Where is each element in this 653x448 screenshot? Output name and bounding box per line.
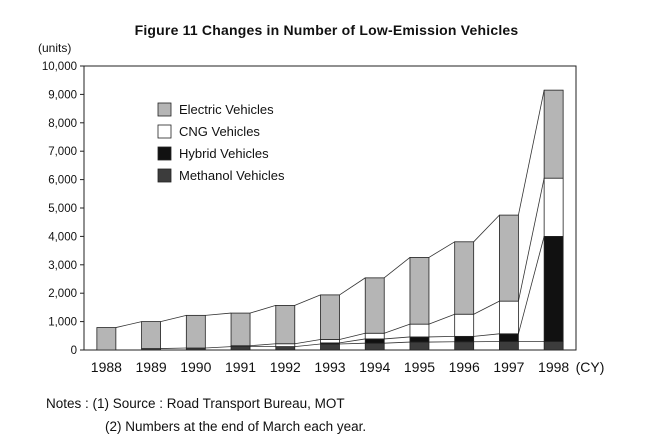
y-tick-label: 4,000	[48, 231, 77, 243]
connector-line-cng-vehicles	[250, 343, 276, 347]
y-tick-label: 9,000	[48, 89, 77, 101]
bar-cng-vehicles-1993	[320, 339, 340, 344]
y-tick-label: 5,000	[48, 203, 77, 215]
bar-methanol-vehicles-1997	[499, 341, 519, 351]
notes: Notes : (1) Source : Road Transport Bure…	[46, 392, 366, 438]
connector-line-methanol-vehicles	[339, 342, 366, 345]
bar-cng-vehicles-1994	[364, 332, 385, 340]
connector-line-electric-vehicles	[518, 90, 545, 216]
connector-line-electric-vehicles	[115, 321, 142, 328]
bar-cng-vehicles-1998	[543, 177, 564, 237]
legend-label-methanol-vehicles: Methanol Vehicles	[179, 168, 285, 183]
connector-line-cng-vehicles	[339, 332, 366, 340]
x-tick-label: 1991	[225, 359, 256, 375]
x-tick-label: 1992	[270, 359, 301, 375]
bar-hybrid-vehicles-1994	[364, 338, 385, 344]
bar-electric-vehicles-1994	[364, 277, 385, 334]
bar-methanol-vehicles-1998	[543, 341, 564, 351]
bar-electric-vehicles-1995	[409, 257, 430, 325]
note-reference-date: (2) Numbers at the end of March each yea…	[105, 419, 367, 434]
connector-line-electric-vehicles	[473, 214, 500, 243]
connector-line-cng-vehicles	[473, 300, 500, 315]
y-tick-label: 2,000	[48, 288, 77, 300]
bar-electric-vehicles-1988	[96, 327, 117, 351]
bar-methanol-vehicles-1994	[364, 342, 385, 351]
bar-methanol-vehicles-1996	[454, 341, 475, 351]
y-tick-label: 8,000	[48, 118, 77, 130]
bar-hybrid-vehicles-1997	[499, 333, 519, 342]
x-tick-label: 1996	[449, 359, 480, 375]
bar-electric-vehicles-1992	[275, 305, 296, 345]
y-tick-label: 1,000	[48, 317, 77, 329]
connector-line-hybrid-vehicles	[518, 236, 545, 334]
connector-line-electric-vehicles	[428, 241, 455, 258]
bar-methanol-vehicles-1991	[230, 346, 251, 351]
x-tick-label: 1990	[180, 359, 211, 375]
bar-hybrid-vehicles-1996	[454, 335, 475, 343]
note-source: Notes : (1) Source : Road Transport Bure…	[46, 396, 345, 411]
y-tick-label: 0	[71, 345, 77, 357]
legend-label-cng-vehicles: CNG Vehicles	[179, 124, 260, 139]
connector-line-electric-vehicles	[205, 312, 232, 316]
bar-electric-vehicles-1993	[320, 294, 340, 340]
x-tick-label: 1994	[359, 359, 390, 375]
y-tick-label: 7,000	[48, 146, 77, 158]
x-tick-label: 1989	[136, 359, 167, 375]
connector-line-electric-vehicles	[339, 277, 366, 296]
bar-electric-vehicles-1996	[454, 241, 475, 315]
legend-swatch-electric-vehicles	[157, 102, 172, 117]
connector-line-cng-vehicles	[294, 339, 321, 345]
connector-line-methanol-vehicles	[384, 341, 410, 344]
connector-line-hybrid-vehicles	[384, 336, 410, 340]
connector-line-cng-vehicles	[384, 323, 411, 334]
legend-label-hybrid-vehicles: Hybrid Vehicles	[179, 146, 269, 161]
y-axis-unit-label: (units)	[38, 41, 72, 55]
legend-swatch-cng-vehicles	[157, 124, 172, 139]
bar-cng-vehicles-1992	[275, 343, 296, 347]
legend-label-electric-vehicles: Electric Vehicles	[179, 102, 274, 117]
connector-line-methanol-vehicles	[294, 343, 321, 347]
connector-line-cng-vehicles	[428, 313, 455, 325]
connector-line-electric-vehicles	[383, 257, 411, 279]
bar-electric-vehicles-1989	[141, 321, 161, 349]
connector-line-hybrid-vehicles	[339, 338, 366, 344]
connector-line-electric-vehicles	[249, 305, 276, 314]
connector-line-hybrid-vehicles	[473, 333, 500, 337]
connector-line-electric-vehicles	[294, 294, 321, 306]
x-tick-label: 1988	[91, 359, 122, 375]
x-tick-label: 1995	[404, 359, 435, 375]
connector-line-electric-vehicles	[160, 314, 187, 322]
bar-cng-vehicles-1996	[454, 313, 475, 337]
connector-line-methanol-vehicles	[205, 346, 232, 349]
y-tick-label: 3,000	[48, 260, 77, 272]
bar-electric-vehicles-1991	[230, 312, 251, 347]
bar-electric-vehicles-1990	[185, 314, 206, 349]
bar-electric-vehicles-1997	[499, 214, 519, 302]
y-tick-label: 10,000	[42, 61, 77, 73]
bar-methanol-vehicles-1995	[409, 341, 430, 351]
bar-electric-vehicles-1998	[543, 89, 564, 179]
legend-swatch-hybrid-vehicles	[157, 146, 172, 161]
y-tick-label: 6,000	[48, 175, 77, 187]
bar-methanol-vehicles-1993	[320, 343, 340, 351]
legend-swatch-methanol-vehicles	[157, 168, 172, 183]
x-tick-label: 1993	[314, 359, 345, 375]
bar-methanol-vehicles-1992	[275, 346, 296, 351]
bar-cng-vehicles-1997	[499, 300, 519, 335]
bar-cng-vehicles-1995	[409, 323, 430, 338]
x-tick-label: 1997	[493, 359, 524, 375]
connector-line-hybrid-vehicles	[428, 335, 455, 338]
x-tick-label: 1998	[538, 359, 569, 375]
bar-hybrid-vehicles-1998	[543, 235, 564, 342]
chart-title: Figure 11 Changes in Number of Low-Emiss…	[134, 22, 519, 38]
x-axis-suffix-label: (CY)	[576, 359, 605, 375]
connector-line-cng-vehicles	[518, 178, 545, 302]
connector-line-methanol-vehicles	[160, 347, 187, 349]
bar-hybrid-vehicles-1995	[409, 336, 430, 343]
